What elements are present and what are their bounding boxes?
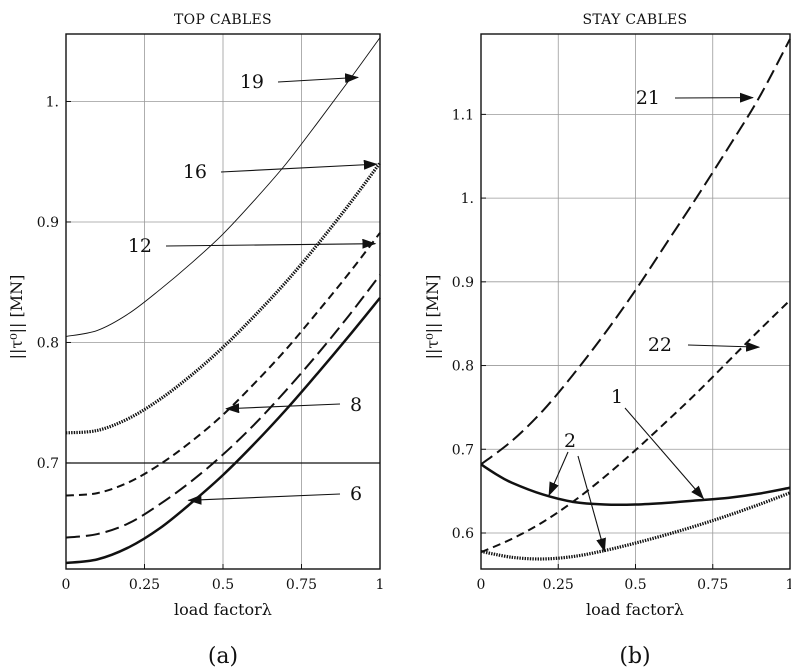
panel-b-x-tick-label: 0.75 xyxy=(697,577,728,593)
panel-a-series-8-line xyxy=(65,274,381,539)
panel-b-y-tick-label: 0.8 xyxy=(452,359,474,375)
panel-a-callout-label: 6 xyxy=(350,483,362,505)
panel-b-stay-cables: STAY CABLES 21 22 1 2 0 0.25 0.5 0.75 1 0.6 0.7 0.… xyxy=(423,12,791,669)
panel-b-callout-arrow xyxy=(687,341,761,352)
panel-a-y-tick-label: 0.7 xyxy=(37,456,59,472)
panel-a-series-19-line xyxy=(65,37,381,337)
panel-a-y-axis-label: ||τ⁰|| [MN] xyxy=(7,275,26,360)
panel-b-ticks: 0 0.25 0.5 0.75 1 0.6 0.7 0.8 0.9 1. 1.1 xyxy=(452,107,791,593)
panel-b-x-tick-label: 1 xyxy=(786,577,791,593)
panel-b-y-tick-label: 0.9 xyxy=(452,275,474,291)
panel-a-x-tick-label: 1 xyxy=(376,577,385,593)
panel-a-callout-arrow xyxy=(187,493,341,505)
panel-a-series-16-line xyxy=(65,161,382,435)
panel-b-y-axis-label: ||τ⁰|| [MN] xyxy=(423,275,442,360)
panel-a-callout-label: 16 xyxy=(183,161,207,183)
panel-b-y-tick-label: 0.6 xyxy=(452,526,474,542)
panel-b-y-tick-label: 1.1 xyxy=(452,107,474,123)
panel-b-callout-arrow xyxy=(577,455,606,553)
panel-b-caption: (b) xyxy=(619,644,650,669)
panel-a-x-tick-label: 0.75 xyxy=(286,577,317,593)
panel-a-series-6-line xyxy=(65,297,381,565)
panel-b-callout-label: 21 xyxy=(636,87,660,109)
panel-a-series-12-line xyxy=(65,232,381,497)
panel-a-x-tick-label: 0 xyxy=(62,577,71,593)
panel-b-callout-arrow xyxy=(624,407,705,500)
panel-a-callout-arrow xyxy=(277,73,360,84)
panel-b-x-tick-label: 0.5 xyxy=(624,577,646,593)
panel-a-x-axis-label: load factorλ xyxy=(174,600,272,619)
panel-a-callout-label: 12 xyxy=(128,235,152,257)
panel-a-y-tick-label: 0.9 xyxy=(37,215,59,231)
panel-a-callout-arrow xyxy=(220,159,378,173)
panel-a-callout-arrow xyxy=(225,403,341,414)
panel-a-y-tick-label: 1. xyxy=(46,94,59,110)
panel-a-annotations: 19 16 12 8 6 xyxy=(128,71,378,505)
panel-a-x-tick-label: 0.25 xyxy=(129,577,160,593)
panel-a-grid xyxy=(66,34,380,569)
panel-b-x-axis-label: load factorλ xyxy=(586,600,684,619)
panel-a-caption: (a) xyxy=(208,644,238,669)
panel-b-x-tick-label: 0 xyxy=(477,577,486,593)
panel-b-series-21-line xyxy=(480,38,791,466)
panel-b-series-1-line xyxy=(480,463,791,507)
panel-b-callout-label: 1 xyxy=(611,386,623,408)
panel-b-callout-arrow xyxy=(548,451,569,497)
panel-a-curves xyxy=(65,37,382,565)
panel-b-x-tick-label: 0.25 xyxy=(543,577,574,593)
panel-b-title: STAY CABLES xyxy=(583,12,688,28)
panel-a-y-tick-label: 0.8 xyxy=(37,335,59,351)
panel-b-callout-label: 22 xyxy=(648,334,672,356)
panel-b-series-22-line xyxy=(480,299,791,554)
panel-a-callout-label: 19 xyxy=(240,71,264,93)
panel-a-ticks: 0 0.25 0.5 0.75 1 0.7 0.8 0.9 1. xyxy=(37,94,385,593)
panel-b-curves xyxy=(480,38,791,561)
panel-b-callout-label: 2 xyxy=(564,430,576,452)
panel-a-x-tick-label: 0.5 xyxy=(212,577,234,593)
panel-b-series-2-line xyxy=(480,491,791,561)
panel-b-y-tick-label: 1. xyxy=(461,191,474,207)
panel-b-annotations: 21 22 1 2 xyxy=(548,87,761,553)
panel-a-callout-label: 8 xyxy=(350,394,362,416)
panel-b-y-tick-label: 0.7 xyxy=(452,442,474,458)
panel-a-title: TOP CABLES xyxy=(174,12,272,28)
panel-a-callout-arrow xyxy=(165,238,377,249)
